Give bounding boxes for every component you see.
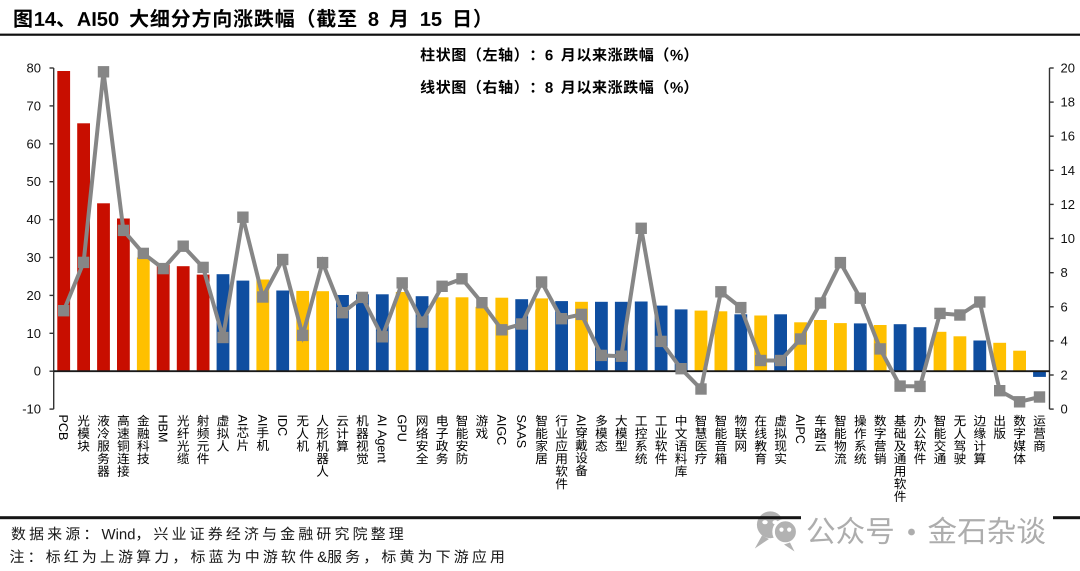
svg-text:60: 60 [27, 136, 41, 151]
svg-text:16: 16 [1061, 129, 1075, 144]
svg-text:70: 70 [27, 98, 41, 113]
svg-text:40: 40 [27, 212, 41, 227]
svg-text:80: 80 [27, 61, 41, 76]
svg-text:8: 8 [1061, 265, 1068, 280]
svg-text:14: 14 [1061, 163, 1075, 178]
svg-text:0: 0 [1061, 402, 1068, 417]
svg-text:12: 12 [1061, 197, 1075, 212]
svg-text:30: 30 [27, 250, 41, 265]
svg-text:20: 20 [1061, 61, 1075, 76]
svg-text:18: 18 [1061, 95, 1075, 110]
svg-text:-10: -10 [22, 402, 41, 417]
svg-text:0: 0 [34, 364, 41, 379]
svg-text:4: 4 [1061, 333, 1068, 348]
svg-text:6: 6 [1061, 299, 1068, 314]
svg-text:50: 50 [27, 174, 41, 189]
svg-text:10: 10 [27, 326, 41, 341]
svg-text:2: 2 [1061, 368, 1068, 383]
svg-text:10: 10 [1061, 231, 1075, 246]
svg-text:20: 20 [27, 288, 41, 303]
